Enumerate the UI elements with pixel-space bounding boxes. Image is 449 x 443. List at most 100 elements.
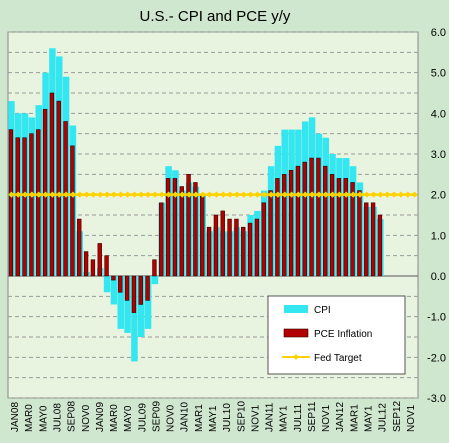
fed-target-point [390, 191, 398, 198]
pce-bar [15, 137, 20, 277]
pce-bar [56, 100, 61, 277]
pce-bar [172, 178, 178, 277]
cpi-bar [110, 276, 118, 305]
fed-target-point [302, 191, 309, 198]
pce-bar [357, 190, 362, 277]
x-tick-label: MAY1 [208, 405, 219, 432]
fed-target-point [288, 191, 295, 198]
pce-bar [364, 202, 369, 277]
x-tick-label: JAN10 [180, 402, 191, 432]
pce-bar [159, 202, 164, 277]
pce-bar [220, 210, 225, 277]
x-tick-label: JUL08 [52, 403, 63, 432]
pce-bar [138, 275, 143, 305]
pce-bar [97, 243, 102, 277]
pce-bar [377, 214, 383, 277]
fed-target-point [363, 191, 370, 198]
fed-target-point [308, 191, 316, 198]
pce-bar [268, 190, 273, 277]
x-tick-label: NOV0 [166, 404, 177, 432]
cpi-bar [124, 276, 131, 333]
y-tick-label: 0.0 [431, 271, 446, 283]
pce-bar [8, 129, 14, 277]
pce-bar [206, 226, 212, 277]
fed-target-point [315, 191, 323, 198]
pce-bar [145, 275, 150, 301]
fed-target-point [213, 191, 220, 198]
pce-bar [49, 92, 55, 277]
legend-label-fed: Fed Target [314, 353, 362, 364]
cpi-bar [103, 276, 111, 293]
fed-target-point [124, 191, 131, 198]
pce-bar [124, 275, 130, 301]
pce-bar [179, 186, 184, 277]
cpi-bar [151, 276, 159, 285]
fed-target-point [261, 191, 268, 198]
fed-target-point [103, 191, 111, 198]
pce-bar [370, 202, 376, 277]
x-tick-label: SEP09 [151, 400, 162, 432]
fed-target-point [233, 191, 241, 198]
pce-bar [193, 182, 198, 277]
x-tick-label: SEP08 [67, 400, 78, 432]
x-tick-label: JAN09 [95, 402, 106, 432]
pce-bar [254, 218, 260, 277]
y-tick-label: 5.0 [431, 68, 446, 80]
y-tick-label: 3.0 [431, 149, 446, 161]
x-tick-label: MAY1 [279, 405, 290, 432]
x-tick-label: MAR1 [349, 404, 360, 432]
fed-target-point [377, 191, 384, 198]
fed-target-point [254, 191, 261, 198]
fed-target-point [370, 191, 377, 198]
cpi-bar [117, 276, 124, 329]
fed-target-point [172, 191, 179, 198]
x-tick-label: SEP10 [236, 400, 247, 432]
x-tick-label: JUL12 [378, 403, 389, 432]
y-tick-label: 4.0 [431, 108, 446, 120]
pce-bar [295, 165, 301, 277]
pce-bar [261, 202, 266, 277]
legend: CPI PCE Inflation Fed Target [267, 295, 406, 375]
fed-target-point [349, 191, 357, 198]
x-tick-label: MAR0 [109, 404, 120, 432]
pce-bar [302, 161, 307, 277]
pce-bar [186, 174, 191, 277]
cpi-bar [144, 276, 152, 329]
x-tick-label: NOV0 [81, 404, 92, 432]
pce-bar [90, 259, 96, 277]
pce-bar [241, 226, 246, 277]
pce-bar [213, 214, 219, 277]
pce-bar [29, 133, 34, 277]
pce-bar [22, 137, 27, 277]
pce-bar [247, 222, 253, 277]
fed-target-point [397, 191, 405, 198]
fed-target-point [329, 191, 336, 198]
fed-target-point [83, 191, 90, 198]
x-tick-label: SEP11 [307, 401, 318, 432]
pce-bar [111, 275, 116, 281]
pce-bar [316, 157, 321, 277]
pce-bar [152, 259, 157, 277]
pce-bar [336, 178, 342, 277]
fed-target-point [343, 191, 350, 198]
x-tick-label: NOV1 [406, 404, 417, 432]
pce-bar [104, 255, 109, 277]
x-tick-label: NOV1 [250, 404, 261, 432]
x-tick-label: MAR0 [24, 404, 35, 432]
fed-target-point [267, 191, 275, 198]
y-tick-label: 1.0 [431, 230, 446, 242]
fed-target-point [192, 191, 200, 198]
pce-bar [350, 182, 355, 277]
pce-bar [343, 178, 348, 277]
x-tick-label: JAN11 [265, 402, 276, 432]
x-tick-label: NOV1 [321, 404, 332, 432]
y-tick-label: -2.0 [427, 352, 446, 364]
y-tick-label: 6.0 [431, 27, 446, 39]
legend-swatch-cpi [284, 305, 308, 313]
fed-target-point [151, 191, 159, 198]
fed-target-point [322, 191, 329, 198]
fed-target-point [411, 191, 418, 198]
y-tick-label: -1.0 [427, 312, 446, 324]
